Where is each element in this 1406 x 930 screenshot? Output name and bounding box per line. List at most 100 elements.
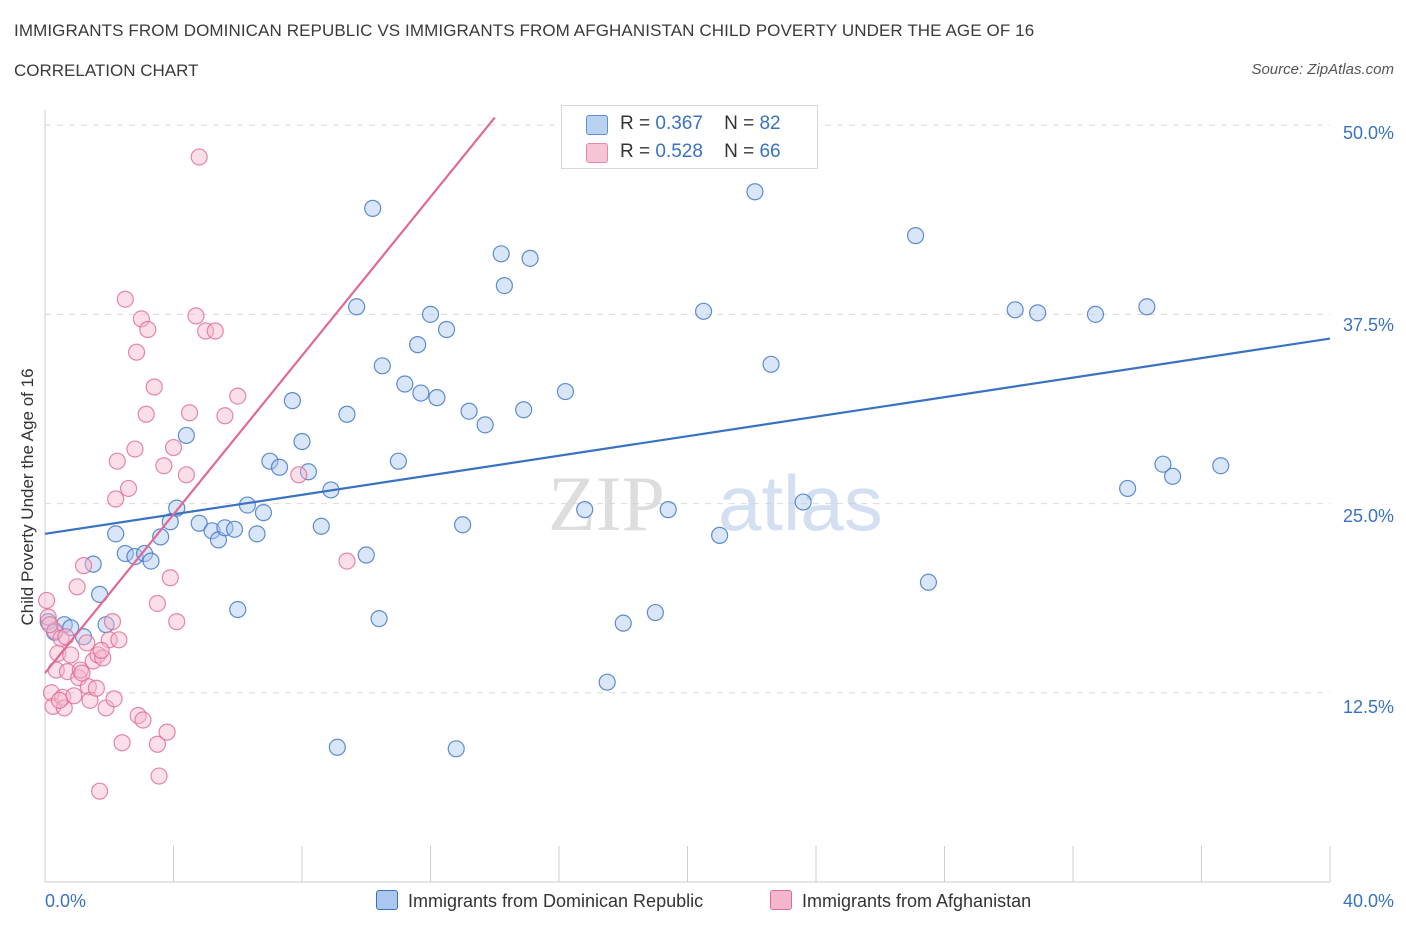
data-point bbox=[87, 679, 106, 697]
data-point bbox=[794, 493, 812, 511]
data-point bbox=[396, 375, 414, 393]
data-point bbox=[1163, 467, 1182, 485]
data-point bbox=[495, 276, 513, 295]
axes bbox=[44, 110, 1331, 883]
data-point bbox=[412, 384, 430, 402]
data-point bbox=[328, 738, 346, 756]
data-point bbox=[225, 520, 244, 538]
data-point bbox=[107, 525, 125, 543]
data-point bbox=[137, 405, 155, 423]
data-point bbox=[187, 307, 205, 325]
data-point bbox=[110, 631, 128, 649]
data-point bbox=[373, 357, 391, 375]
data-point bbox=[127, 343, 146, 361]
series-dominican-republic bbox=[39, 139, 1230, 758]
data-point bbox=[78, 634, 96, 652]
pink-swatch bbox=[586, 143, 608, 163]
data-point bbox=[746, 183, 764, 201]
correlation-legend: R = 0.367 N = 82 R = 0.528 N = 66 bbox=[561, 105, 818, 169]
data-point bbox=[556, 382, 575, 401]
data-point bbox=[103, 613, 122, 631]
n-value: 82 bbox=[759, 113, 781, 134]
data-point bbox=[229, 387, 247, 405]
y-axis-label: Child Poverty Under the Age of 16 bbox=[18, 368, 37, 626]
data-point bbox=[38, 591, 56, 610]
data-point bbox=[190, 148, 208, 166]
blue-swatch bbox=[376, 890, 398, 910]
data-point bbox=[521, 249, 539, 267]
data-point bbox=[150, 767, 168, 785]
data-point bbox=[57, 628, 75, 646]
data-point bbox=[254, 504, 273, 522]
data-point bbox=[132, 310, 150, 328]
data-point bbox=[299, 463, 318, 481]
trend-line-dominican bbox=[44, 337, 1331, 535]
data-point bbox=[906, 227, 925, 245]
legend-label: Immigrants from Afghanistan bbox=[802, 891, 1032, 911]
data-point bbox=[293, 432, 311, 451]
data-point bbox=[139, 320, 157, 339]
data-point bbox=[142, 552, 160, 570]
data-point bbox=[614, 614, 632, 632]
data-point bbox=[41, 616, 59, 634]
data-point bbox=[283, 392, 301, 410]
data-point bbox=[148, 594, 167, 613]
data-point bbox=[248, 525, 266, 543]
chart-subtitle: CORRELATION CHART bbox=[14, 61, 199, 80]
data-point bbox=[148, 735, 167, 753]
data-point bbox=[116, 544, 134, 563]
watermark-atlas: atlas bbox=[718, 459, 883, 547]
grid-lines bbox=[45, 124, 1330, 694]
data-point bbox=[447, 740, 465, 758]
data-point bbox=[50, 691, 69, 709]
data-point bbox=[370, 610, 388, 628]
data-point bbox=[454, 516, 472, 534]
data-point bbox=[168, 613, 186, 631]
data-point bbox=[197, 322, 215, 340]
data-point bbox=[238, 496, 256, 514]
data-point bbox=[68, 578, 86, 596]
data-point bbox=[270, 458, 289, 476]
watermark: ZIP atlas bbox=[548, 459, 883, 547]
data-point bbox=[145, 378, 163, 396]
data-point bbox=[348, 298, 366, 316]
data-point bbox=[762, 355, 780, 373]
data-point bbox=[158, 723, 176, 741]
data-point bbox=[460, 402, 478, 420]
data-point bbox=[338, 405, 356, 423]
data-point bbox=[261, 452, 279, 470]
data-point bbox=[206, 322, 224, 340]
data-point bbox=[177, 426, 195, 445]
data-point bbox=[107, 490, 125, 508]
data-point bbox=[364, 199, 382, 217]
data-point bbox=[1086, 305, 1105, 323]
data-point bbox=[389, 452, 407, 470]
x-tick-label: 40.0% bbox=[1342, 891, 1394, 911]
data-point bbox=[134, 711, 152, 729]
series-afghanistan bbox=[38, 148, 356, 800]
data-point bbox=[62, 619, 80, 637]
y-tick-label: 37.5% bbox=[1342, 315, 1394, 335]
data-point bbox=[190, 514, 208, 532]
legend-label: Immigrants from Dominican Republic bbox=[408, 891, 704, 911]
data-point bbox=[74, 557, 93, 575]
data-point bbox=[421, 305, 440, 323]
y-tick-label: 12.5% bbox=[1342, 697, 1394, 717]
data-point bbox=[1138, 298, 1156, 316]
legend-item-dominican: Immigrants from Dominican Republic bbox=[376, 890, 703, 912]
y-tick-label: 25.0% bbox=[1342, 506, 1394, 526]
data-point bbox=[1119, 479, 1137, 498]
data-point bbox=[180, 404, 199, 422]
source-label: Source: ZipAtlas.com bbox=[1251, 61, 1394, 78]
data-point bbox=[92, 641, 110, 660]
data-point bbox=[116, 290, 134, 308]
data-point bbox=[164, 438, 183, 457]
data-point bbox=[598, 673, 616, 691]
data-point bbox=[1154, 455, 1172, 473]
data-point bbox=[108, 452, 126, 470]
data-point bbox=[492, 245, 510, 263]
chart-title: IMMIGRANTS FROM DOMINICAN REPUBLIC VS IM… bbox=[14, 21, 1035, 40]
data-point bbox=[1006, 301, 1024, 319]
data-point bbox=[711, 526, 729, 544]
